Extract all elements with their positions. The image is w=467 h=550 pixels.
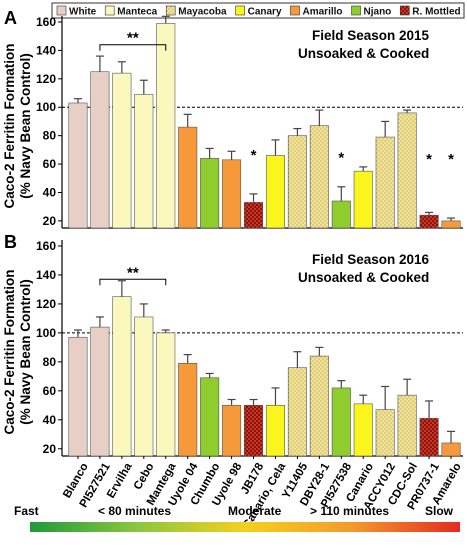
bar bbox=[200, 158, 220, 229]
y-tick-label: 40 bbox=[43, 185, 57, 199]
y-axis-label-line1: Caco-2 Ferritin Formation bbox=[2, 43, 17, 208]
y-tick-label: 60 bbox=[43, 384, 57, 398]
bar bbox=[441, 442, 461, 457]
cooking-scale-fast: Fast bbox=[14, 504, 39, 518]
bar bbox=[68, 102, 88, 229]
bar bbox=[309, 125, 329, 229]
bar bbox=[265, 405, 285, 457]
y-tick-label: 120 bbox=[36, 72, 56, 86]
panel-subtitle: Unsoaked & Cooked bbox=[298, 270, 429, 285]
bar bbox=[68, 336, 88, 457]
legend-label: White bbox=[69, 7, 97, 18]
panel-b: B 20 40 60 80 100 120 140 160 ** Field Season 2016… bbox=[4, 232, 463, 457]
bar bbox=[200, 377, 220, 457]
legend-swatch bbox=[290, 5, 300, 16]
significance-star: * bbox=[426, 151, 432, 168]
bar bbox=[156, 332, 176, 457]
bar bbox=[112, 296, 132, 457]
significance-star: * bbox=[448, 151, 454, 168]
y-axis-label: Caco-2 Ferritin Formation (% Navy Bean C… bbox=[2, 43, 33, 434]
y-tick-label: 140 bbox=[36, 268, 56, 282]
legend-label: Mayacoba bbox=[178, 7, 227, 18]
bar bbox=[178, 363, 198, 457]
cooking-scale-under80: < 80 minutes bbox=[98, 504, 171, 518]
cooking-scale-over110: > 110 minutes bbox=[310, 504, 389, 518]
y-tick-label: 160 bbox=[36, 239, 56, 253]
bar bbox=[331, 200, 351, 229]
bar bbox=[397, 394, 417, 457]
bar bbox=[375, 409, 395, 457]
legend-box bbox=[51, 2, 465, 19]
bar bbox=[353, 170, 373, 229]
legend-swatch bbox=[351, 5, 361, 16]
bar bbox=[222, 159, 242, 229]
bar bbox=[222, 405, 242, 457]
y-tick-label: 120 bbox=[36, 297, 56, 311]
panel-letter: A bbox=[4, 8, 17, 28]
significance-star: * bbox=[251, 147, 257, 164]
legend-label: Amarillo bbox=[303, 7, 343, 18]
cooking-scale-gradient-bar bbox=[30, 522, 460, 532]
panel-letter: B bbox=[4, 232, 17, 252]
bar bbox=[375, 136, 395, 229]
bar bbox=[134, 94, 154, 229]
y-tick-label: 100 bbox=[36, 326, 56, 340]
y-axis-label-line2: (% Navy Bean Control) bbox=[18, 53, 33, 199]
bar bbox=[156, 23, 176, 229]
bar bbox=[134, 316, 154, 457]
legend: White Manteca Mayacoba Canary Amarillo Njano R… bbox=[51, 2, 465, 19]
y-tick-label: 80 bbox=[43, 355, 57, 369]
y-tick-label: 20 bbox=[43, 442, 57, 456]
bar bbox=[244, 405, 264, 457]
y-tick-label: 80 bbox=[43, 129, 57, 143]
y-axis-label-line1: Caco-2 Ferritin Formation bbox=[2, 269, 17, 434]
bar bbox=[90, 71, 110, 229]
legend-swatch bbox=[235, 5, 245, 16]
legend-swatch bbox=[399, 5, 410, 16]
y-tick-label: 140 bbox=[36, 43, 56, 57]
y-tick-label: 60 bbox=[43, 157, 57, 171]
legend-label: R. Mottled bbox=[412, 7, 460, 18]
bar bbox=[353, 403, 373, 457]
cooking-time-scale: Fast < 80 minutes Moderate > 110 minutes… bbox=[14, 504, 460, 532]
cooking-scale-moderate: Moderate bbox=[228, 504, 282, 518]
bar bbox=[331, 387, 351, 457]
significance-bracket bbox=[99, 44, 167, 51]
legend-swatch bbox=[56, 5, 67, 16]
bar bbox=[419, 418, 439, 457]
y-tick-label: 100 bbox=[36, 100, 56, 114]
bar bbox=[287, 367, 307, 457]
legend-label: Njano bbox=[364, 7, 392, 18]
panel-title: Field Season 2015 bbox=[312, 28, 430, 43]
significance-label: ** bbox=[127, 30, 139, 47]
bar bbox=[309, 355, 329, 457]
cooking-scale-slow: Slow bbox=[425, 504, 454, 518]
bar bbox=[265, 155, 285, 229]
legend-label: Manteca bbox=[117, 7, 157, 18]
y-axis-label-line2: (% Navy Bean Control) bbox=[18, 279, 33, 425]
significance-bracket bbox=[99, 278, 167, 286]
legend-swatch bbox=[165, 5, 176, 16]
bar bbox=[90, 326, 110, 457]
legend-label: Canary bbox=[248, 7, 282, 18]
bar bbox=[287, 135, 307, 229]
significance-label: ** bbox=[127, 264, 139, 281]
bar bbox=[397, 112, 417, 229]
significance-star: * bbox=[338, 150, 344, 167]
y-tick-label: 20 bbox=[43, 214, 57, 228]
panel-subtitle: Unsoaked & Cooked bbox=[298, 46, 429, 61]
bar bbox=[419, 214, 439, 229]
legend-swatch bbox=[104, 5, 115, 16]
y-tick-label: 40 bbox=[43, 413, 57, 427]
y-tick-label: 160 bbox=[36, 15, 56, 29]
bar bbox=[112, 72, 132, 229]
panel-title: Field Season 2016 bbox=[312, 252, 430, 267]
bar bbox=[441, 220, 461, 229]
bar bbox=[244, 202, 264, 229]
bar bbox=[178, 126, 198, 229]
